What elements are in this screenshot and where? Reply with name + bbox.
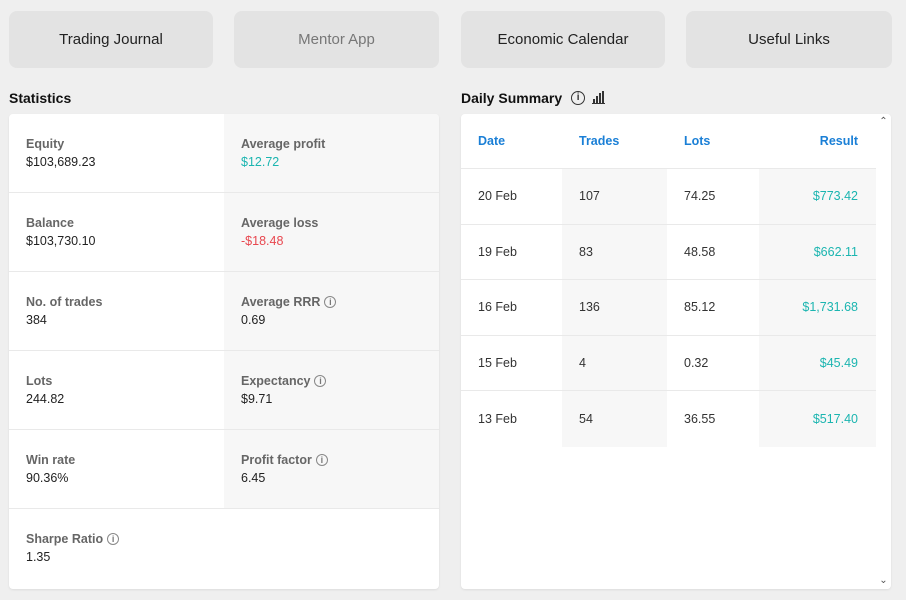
cell-date: 13 Feb (478, 411, 517, 426)
stats-row: Balance $103,730.10 Average loss -$18.48 (9, 193, 439, 272)
cell-date: 19 Feb (478, 244, 517, 259)
stat-label-row: Average RRR i (241, 295, 439, 309)
stat-label: Expectancy (241, 374, 311, 388)
stat-label-row: Sharpe Ratio i (26, 532, 224, 546)
table-row[interactable]: 15 Feb 4 0.32 $45.49 (461, 335, 876, 391)
daily-summary-title-text: Daily Summary (461, 90, 563, 106)
cell-lots: 85.12 (684, 300, 716, 315)
stat-value: $103,730.10 (26, 234, 96, 248)
cell-trades: 83 (562, 224, 667, 279)
stat-label: Balance (26, 216, 74, 230)
stat-value: 90.36% (26, 471, 69, 485)
daily-summary-title: Daily Summary i (461, 90, 606, 106)
stat-value: 244.82 (26, 392, 65, 406)
stat-label: Profit factor (241, 453, 312, 467)
stat-expectancy: Expectancy i $9.71 (224, 351, 439, 429)
statistics-panel: Equity $103,689.23 Average profit $12.72… (9, 114, 439, 589)
daily-summary-table: Date Trades Lots Result 20 Feb 107 74.25… (461, 114, 876, 447)
info-icon[interactable]: i (314, 375, 327, 387)
stat-number-of-trades: No. of trades 384 (9, 272, 224, 350)
trading-journal-button[interactable]: Trading Journal (9, 11, 213, 68)
chevron-down-icon[interactable]: ⌄ (879, 575, 888, 586)
info-icon[interactable]: i (315, 454, 328, 466)
stat-value: $103,689.23 (26, 155, 96, 169)
cell-result: $45.49 (759, 335, 876, 390)
cell-date: 20 Feb (478, 189, 517, 204)
economic-calendar-button[interactable]: Economic Calendar (461, 11, 665, 68)
column-header-date[interactable]: Date (478, 134, 506, 148)
info-icon[interactable]: i (571, 91, 586, 105)
useful-links-button[interactable]: Useful Links (686, 11, 892, 68)
cell-result: $1,731.68 (759, 280, 876, 335)
stat-lots: Lots 244.82 (9, 351, 224, 429)
table-row[interactable]: 13 Feb 54 36.55 $517.40 (461, 391, 876, 447)
stat-label: No. of trades (26, 295, 103, 309)
info-icon[interactable]: i (107, 533, 120, 545)
info-icon[interactable]: i (324, 296, 337, 308)
stat-average-rrr: Average RRR i 0.69 (224, 272, 439, 350)
stats-row: No. of trades 384 Average RRR i 0.69 (9, 272, 439, 351)
stats-row: Equity $103,689.23 Average profit $12.72 (9, 114, 439, 193)
stats-row: Win rate 90.36% Profit factor i 6.45 (9, 430, 439, 509)
chevron-up-icon[interactable]: ⌃ (879, 116, 888, 127)
table-header-row: Date Trades Lots Result (461, 114, 876, 169)
stat-value: 1.35 (26, 550, 51, 564)
stats-row: Sharpe Ratio i 1.35 (9, 509, 439, 588)
stat-label: Average loss (241, 216, 319, 230)
stat-balance: Balance $103,730.10 (9, 193, 224, 271)
stat-label: Average RRR (241, 295, 321, 309)
stat-label: Lots (26, 374, 53, 388)
cell-result: $517.40 (759, 391, 876, 447)
stat-value: 384 (26, 313, 47, 327)
column-header-result[interactable]: Result (819, 134, 858, 148)
daily-summary-panel: Date Trades Lots Result 20 Feb 107 74.25… (461, 114, 891, 589)
stat-win-rate: Win rate 90.36% (9, 430, 224, 508)
stat-label: Equity (26, 137, 65, 151)
stat-value: 0.69 (241, 313, 266, 327)
daily-summary-scrollbar[interactable]: ⌃ ⌄ (876, 114, 891, 589)
cell-trades: 136 (562, 280, 667, 335)
table-row[interactable]: 16 Feb 136 85.12 $1,731.68 (461, 280, 876, 336)
cell-trades: 54 (562, 391, 667, 447)
stat-average-loss: Average loss -$18.48 (224, 193, 439, 271)
cell-trades: 107 (562, 169, 667, 224)
statistics-title: Statistics (9, 90, 71, 106)
column-header-trades[interactable]: Trades (579, 134, 620, 148)
stat-value: -$18.48 (241, 234, 284, 248)
mentor-app-button[interactable]: Mentor App (234, 11, 439, 68)
stat-label: Average profit (241, 137, 326, 151)
stat-value: 6.45 (241, 471, 266, 485)
cell-lots: 48.58 (684, 244, 716, 259)
stat-label-row: Profit factor i (241, 453, 439, 467)
stat-label-row: Expectancy i (241, 374, 439, 388)
stat-label: Sharpe Ratio (26, 532, 104, 546)
bar-chart-icon[interactable] (592, 91, 606, 104)
table-row[interactable]: 20 Feb 107 74.25 $773.42 (461, 169, 876, 225)
table-row[interactable]: 19 Feb 83 48.58 $662.11 (461, 224, 876, 280)
stat-profit-factor: Profit factor i 6.45 (224, 430, 439, 508)
cell-result: $773.42 (759, 169, 876, 224)
cell-lots: 0.32 (684, 355, 709, 370)
cell-lots: 74.25 (684, 189, 716, 204)
stat-average-profit: Average profit $12.72 (224, 114, 439, 192)
statistics-title-text: Statistics (9, 90, 72, 106)
stat-label: Win rate (26, 453, 76, 467)
cell-date: 16 Feb (478, 300, 517, 315)
stat-value: $9.71 (241, 392, 273, 406)
cell-lots: 36.55 (684, 411, 716, 426)
cell-trades: 4 (562, 335, 667, 390)
cell-date: 15 Feb (478, 355, 517, 370)
stats-row: Lots 244.82 Expectancy i $9.71 (9, 351, 439, 430)
cell-result: $662.11 (759, 224, 876, 279)
stat-equity: Equity $103,689.23 (9, 114, 224, 192)
stat-sharpe-ratio: Sharpe Ratio i 1.35 (9, 509, 224, 588)
stat-value: $12.72 (241, 155, 280, 169)
column-header-lots[interactable]: Lots (684, 134, 711, 148)
